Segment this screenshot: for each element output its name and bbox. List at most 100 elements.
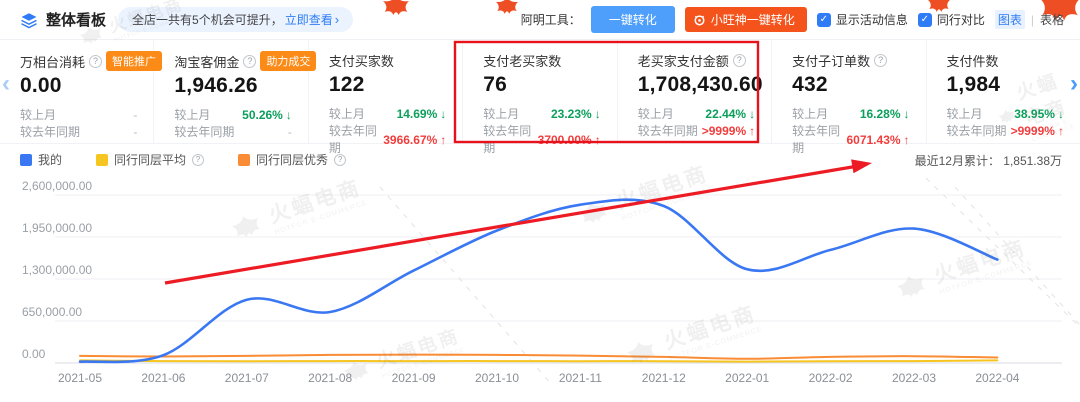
trend-arrow-icon: ↑ bbox=[1057, 124, 1064, 138]
series-line bbox=[78, 198, 999, 364]
kpi-card-row: 万相台消耗 ? 智能推广 0.00 较上月 - 较去年同期 - 淘宝客佣金 ? … bbox=[0, 40, 1080, 155]
y-axis-label: 1,950,000.00 bbox=[22, 221, 92, 235]
x-axis-label: 2021-11 bbox=[559, 371, 602, 385]
series-line bbox=[79, 359, 999, 363]
mom-value: 22.44% bbox=[705, 107, 747, 121]
yoy-value: - bbox=[133, 125, 138, 139]
mom-label: 较上月 bbox=[637, 107, 674, 121]
mom-label: 较上月 bbox=[174, 108, 211, 122]
yoy-value: 3966.67% bbox=[383, 132, 438, 147]
show-activity-checkbox[interactable]: ✓ 显示活动信息 bbox=[816, 11, 908, 28]
peer-compare-checkbox[interactable]: ✓ 同行对比 bbox=[917, 11, 985, 28]
info-icon[interactable]: ? bbox=[192, 153, 205, 166]
checkbox-checked-icon[interactable]: ✓ bbox=[917, 12, 932, 27]
mom-value: 50.26% bbox=[242, 108, 283, 122]
legend-swatch bbox=[20, 153, 32, 166]
kpi-value: 0.00 bbox=[20, 74, 62, 97]
x-axis-label: 2021-05 bbox=[58, 371, 102, 385]
kpi-card: 万相台消耗 ? 智能推广 0.00 较上月 - 较去年同期 - bbox=[0, 40, 163, 143]
kpi-title: 支付老买家数 bbox=[483, 54, 562, 69]
trend-arrow-icon: ↑ bbox=[440, 132, 447, 147]
x-axis-label: 2021-09 bbox=[392, 371, 436, 385]
x-axis-label: 2021-12 bbox=[642, 371, 686, 385]
trend-arrow-icon: ↓ bbox=[1057, 107, 1064, 121]
kpi-card: 支付老买家数 76 较上月 23.23% ↓ 较去年同期 3700.00% ↑ bbox=[463, 40, 618, 155]
legend-swatch bbox=[96, 153, 109, 166]
legend-item[interactable]: 同行同层优秀 ? bbox=[238, 151, 347, 168]
trend-arrow-icon: ↑ bbox=[903, 132, 910, 147]
kpi-card: 支付件数 1,984 较上月 38.95% ↓ 较去年同期 >9999% ↑ bbox=[927, 40, 1080, 143]
mom-label: 较上月 bbox=[483, 107, 520, 121]
view-chart-tab[interactable]: 图表 bbox=[994, 10, 1025, 29]
one-key-convert-button[interactable]: 一键转化 bbox=[590, 6, 675, 33]
kpi-badge: 助力成交 bbox=[260, 51, 317, 71]
mom-value: - bbox=[133, 108, 138, 122]
trend-arrow-icon: ↑ bbox=[749, 124, 756, 138]
kpi-value: 76 bbox=[483, 73, 508, 96]
header-bar: 整体看板 全店一共有5个机会可提升， 立即查看 › 阿明工具： 一键转化 小旺神… bbox=[0, 0, 1080, 40]
yoy-label: 较去年同期 bbox=[946, 124, 1007, 138]
kpi-card: 淘宝客佣金 ? 助力成交 1,946.26 较上月 50.26% ↓ 较去年同期… bbox=[154, 40, 317, 143]
x-axis-label: 2021-08 bbox=[308, 371, 352, 385]
legend-item[interactable]: 同行同层平均 ? bbox=[96, 151, 205, 168]
opportunity-notice[interactable]: 全店一共有5个机会可提升， 立即查看 › bbox=[118, 7, 354, 32]
y-axis-label: 1,300,000.00 bbox=[22, 263, 92, 277]
kpi-title: 老买家支付金额 bbox=[637, 54, 729, 69]
legend-swatch bbox=[238, 153, 251, 166]
trend-arrow-icon: ↓ bbox=[749, 107, 756, 121]
mom-value: 14.69% bbox=[396, 107, 438, 121]
chart-legend: 我的 同行同层平均 ? 同行同层优秀 ? 最近12月累计： 1,851.38万 bbox=[0, 144, 1080, 175]
carousel-next-icon[interactable]: › bbox=[1070, 70, 1078, 97]
legend-label: 同行同层平均 bbox=[114, 153, 187, 167]
carousel-prev-icon[interactable]: ‹ bbox=[2, 70, 10, 97]
wangshen-icon bbox=[694, 15, 705, 26]
view-table-tab[interactable]: 表格 bbox=[1039, 13, 1064, 27]
kpi-value: 1,946.26 bbox=[174, 74, 258, 97]
chevron-right-icon: › bbox=[334, 12, 340, 27]
yoy-label: 较去年同期 bbox=[20, 125, 81, 139]
kpi-card: 老买家支付金额 ? 1,708,430.60 较上月 22.44% ↓ 较去年同… bbox=[618, 40, 773, 143]
mom-label: 较上月 bbox=[792, 107, 829, 121]
trend-arrow-icon: ↓ bbox=[594, 107, 601, 121]
yoy-label: 较去年同期 bbox=[792, 124, 841, 155]
y-axis-label: 2,600,000.00 bbox=[22, 179, 92, 193]
kpi-title: 淘宝客佣金 bbox=[174, 54, 240, 70]
legend-item[interactable]: 我的 bbox=[20, 151, 62, 168]
info-icon[interactable]: ? bbox=[334, 153, 347, 166]
trend-chart: 0.00 650,000.00 1,300,000.00 1,950,000.00 2,… bbox=[0, 175, 1080, 402]
legend-label: 同行同层优秀 bbox=[256, 153, 329, 167]
info-icon[interactable]: ? bbox=[732, 54, 746, 67]
x-axis-label: 2021-07 bbox=[225, 371, 269, 385]
kpi-title: 支付买家数 bbox=[328, 54, 394, 69]
kpi-value: 1,708,430.60 bbox=[637, 73, 763, 96]
mom-value: 16.28% bbox=[859, 107, 901, 121]
x-axis-label: 2022-02 bbox=[809, 371, 853, 385]
kpi-card: 支付子订单数 ? 432 较上月 16.28% ↓ 较去年同期 6071.43%… bbox=[772, 40, 927, 155]
yoy-value: 6071.43% bbox=[846, 132, 901, 147]
view-divider: | bbox=[1030, 12, 1034, 27]
info-icon[interactable]: ? bbox=[243, 54, 257, 68]
yoy-label: 较去年同期 bbox=[328, 124, 377, 155]
trend-chart-canvas[interactable]: 0.00 650,000.00 1,300,000.00 1,950,000.00 2,… bbox=[0, 175, 1080, 402]
view-now-link[interactable]: 立即查看 bbox=[284, 13, 333, 27]
yoy-value: >9999% bbox=[1010, 124, 1055, 138]
y-axis-label: 650,000.00 bbox=[22, 305, 82, 319]
checkbox-checked-icon[interactable]: ✓ bbox=[816, 12, 831, 27]
kpi-value: 1,984 bbox=[946, 73, 1001, 96]
opportunity-notice-text: 全店一共有5个机会可提升， bbox=[132, 13, 283, 27]
info-icon[interactable]: ? bbox=[874, 54, 888, 67]
yoy-value: - bbox=[287, 125, 292, 139]
mom-value: 23.23% bbox=[550, 107, 592, 121]
watermark-diagonal bbox=[379, 186, 553, 386]
kpi-value: 432 bbox=[792, 73, 828, 96]
wangshen-convert-button[interactable]: 小旺神一键转化 bbox=[684, 7, 807, 32]
info-icon[interactable]: ? bbox=[89, 54, 103, 68]
mom-value: 38.95% bbox=[1014, 107, 1055, 121]
x-axis-label: 2022-01 bbox=[725, 371, 769, 385]
kpi-value: 122 bbox=[328, 73, 365, 96]
trend-arrow-icon: ↓ bbox=[440, 107, 447, 121]
trend-arrow-icon: ↓ bbox=[903, 107, 910, 121]
yoy-value: >9999% bbox=[701, 124, 747, 138]
page-title: 整体看板 bbox=[46, 12, 107, 29]
